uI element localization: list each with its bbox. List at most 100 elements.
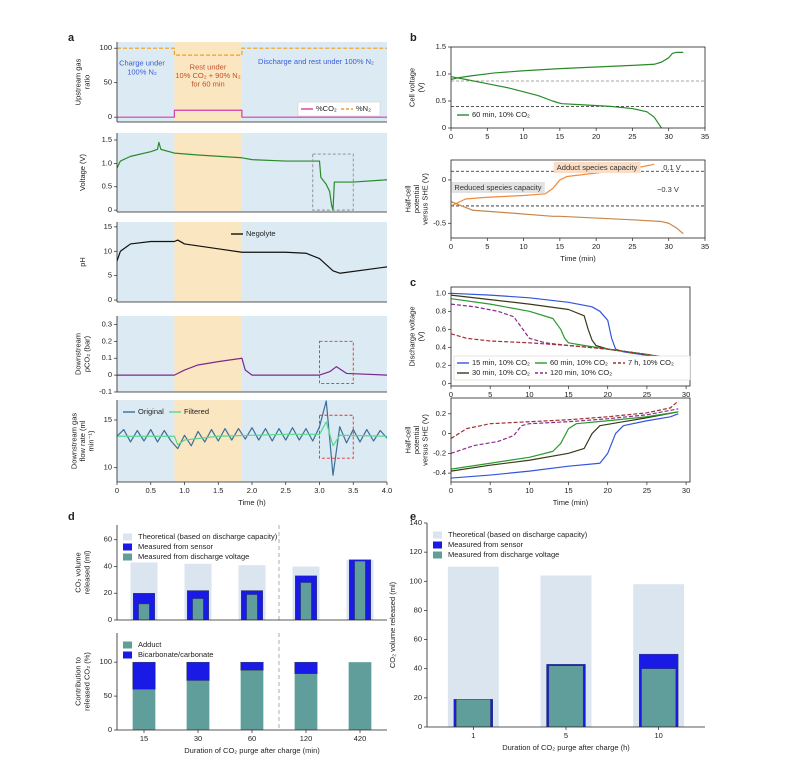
y-tick-label: 50: [104, 691, 112, 700]
x-tick-label: 30: [682, 390, 690, 399]
shaded-period: [174, 222, 242, 302]
legend-label: Theoretical (based on discharge capacity…: [448, 530, 588, 539]
legend-swatch: [123, 553, 132, 561]
legend-background: [453, 355, 691, 381]
x-tick-label: 10: [654, 731, 662, 740]
legend-label: 15 min, 10% CO₂: [472, 358, 530, 367]
text-line: 100% N₂: [127, 67, 157, 76]
y-tick-label: 0: [442, 378, 446, 387]
plot-area: [451, 163, 705, 235]
y-tick-label: 0.5: [102, 182, 112, 191]
y-axis-label: Discharge voltage(V): [408, 306, 426, 366]
x-tick-label: 25: [643, 390, 651, 399]
y-tick-label: 40: [414, 664, 422, 673]
bar: [240, 661, 264, 671]
plot-background: [117, 133, 387, 212]
x-tick-label: 20: [592, 242, 600, 251]
x-tick-label: 20: [604, 390, 612, 399]
text-line: ratio: [82, 75, 91, 90]
y-tick-label: 1.0: [436, 69, 446, 78]
x-tick-label: 15: [564, 486, 572, 495]
y-tick-label: 100: [99, 657, 112, 666]
y-axis-label: Half-cellpotentialversus SHE (V): [403, 173, 429, 225]
x-tick-label: 0: [449, 390, 453, 399]
legend-swatch: [123, 641, 132, 649]
data-line: [117, 421, 387, 447]
y-tick-label: -0.2: [433, 448, 446, 457]
x-axis-label: Duration of CO₂ purge after charge (h): [502, 743, 630, 752]
data-line: [451, 294, 671, 359]
legend: Original Filtered: [123, 407, 209, 416]
plot-area: [117, 141, 387, 211]
x-tick-label: 1.5: [213, 486, 223, 495]
y-tick-label: 0.2: [102, 336, 112, 345]
x-tick-label: 0: [115, 486, 119, 495]
annotation: 0.1 V: [663, 163, 681, 172]
subplot: -0.5 0 0 5 10 15 20 25 30 35 Adduct species capaci…: [403, 159, 709, 263]
y-tick-label: 15: [104, 222, 112, 231]
x-tick-label: 3.0: [314, 486, 324, 495]
y-axis-label: CO₂ volume released (ml): [388, 581, 397, 668]
y-tick-label: 0: [442, 123, 446, 132]
y-axis-label: Half-cellpotentialversus SHE (V): [403, 414, 429, 466]
bar: [548, 665, 584, 727]
y-tick-label: 0: [108, 725, 112, 734]
x-tick-label: 35: [701, 132, 709, 141]
legend: Theoretical (based on discharge capacity…: [433, 530, 588, 559]
legend-swatch: [433, 551, 442, 559]
x-tick-label: 3.5: [348, 486, 358, 495]
subplot: e 0 20 40 60 80 100 120 140 1 5 10 CO₂ volume releas…: [388, 511, 705, 752]
text-line: flow rate (ml: [78, 420, 87, 461]
panel-letter: e: [410, 511, 416, 523]
y-tick-label: 0.4: [436, 342, 446, 351]
axes-frame: [450, 159, 706, 239]
bar: [132, 661, 156, 690]
x-tick-label: 10: [519, 132, 527, 141]
text-line: Half-cell: [403, 185, 412, 212]
legend-swatch: [433, 541, 442, 549]
legend-label: 7 h, 10% CO₂: [628, 358, 674, 367]
legend-label: Measured from sensor: [138, 542, 214, 551]
shaded-period: [174, 400, 242, 482]
text-line: Downstream gas: [69, 413, 78, 470]
y-tick-label: 0: [442, 175, 446, 184]
y-axis-label: Downstream gasflow rate (mlmin⁻¹): [69, 413, 95, 470]
y-tick-label: 5: [108, 271, 112, 280]
y-tick-label: 100: [99, 43, 112, 52]
plot-area: [117, 400, 387, 476]
x-axis-label: Time (h): [238, 498, 266, 507]
text-line: potential: [412, 184, 421, 213]
y-tick-label: 60: [414, 635, 422, 644]
legend-label: 60 min, 10% CO₂: [472, 110, 530, 119]
x-tick-label: 30: [194, 734, 202, 743]
bar: [240, 670, 264, 730]
legend-label: 30 min, 10% CO₂: [472, 368, 530, 377]
data-line: [117, 141, 387, 211]
y-tick-label: 80: [414, 605, 422, 614]
bar: [294, 661, 318, 674]
bar: [300, 582, 312, 620]
shaded-period: [174, 316, 242, 392]
text-line: 10% CO₂ + 90% N₂: [175, 71, 240, 80]
y-tick-label: 15: [104, 415, 112, 424]
data-line: [451, 303, 671, 362]
y-tick-label: 140: [409, 518, 422, 527]
x-tick-label: 5: [488, 486, 492, 495]
y-tick-label: -0.1: [99, 387, 112, 396]
highlight-box: [312, 153, 354, 211]
x-tick-label: 120: [300, 734, 313, 743]
y-axis-label: CO₂ volumereleased (ml): [74, 550, 92, 594]
y-axis-label: Voltage (V): [78, 153, 87, 191]
text-line: Charge under: [119, 59, 165, 68]
plot-area: [117, 47, 387, 118]
y-tick-label: 0.5: [436, 96, 446, 105]
text-line: min⁻¹): [87, 430, 96, 452]
text-line: Half-cell: [403, 426, 412, 453]
y-tick-label: 50: [104, 78, 112, 87]
bar: [192, 598, 204, 620]
y-tick-label: 60: [104, 535, 112, 544]
y-tick-label: -0.4: [433, 468, 446, 477]
plot-background: [117, 316, 387, 392]
y-axis-label: DownstreampCO₂ (bar): [74, 333, 92, 375]
data-line: [451, 413, 679, 479]
